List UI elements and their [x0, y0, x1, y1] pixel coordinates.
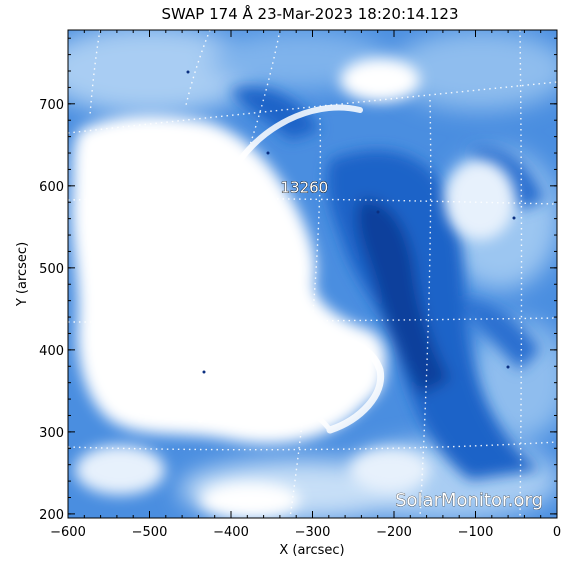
y-tick-label: 600 [39, 180, 64, 195]
dark-speckles [186, 70, 516, 374]
figure-title: SWAP 174 Å 23-Mar-2023 18:20:14.123 [162, 4, 459, 23]
x-axis: −600 −500 −400 −300 −200 −100 0 [50, 30, 561, 540]
x-tick-label: −400 [213, 525, 249, 540]
heliographic-grid [68, 30, 557, 518]
y-axis-label: Y (arcsec) [15, 242, 30, 307]
x-tick-label: −300 [295, 525, 331, 540]
y-tick-label: 400 [39, 344, 64, 359]
x-axis-label: X (arcsec) [279, 543, 344, 558]
x-tick-label: −100 [458, 525, 494, 540]
y-tick-label: 200 [39, 508, 64, 523]
y-axis: 200 300 400 500 600 700 [39, 37, 557, 523]
active-region-label: 13260 [280, 178, 328, 196]
solar-euv-image [68, 30, 557, 518]
y-tick-label: 500 [39, 262, 64, 277]
watermark: SolarMonitor.org [395, 490, 543, 511]
x-tick-label: 0 [553, 525, 561, 540]
x-tick-label: −200 [376, 525, 412, 540]
coronal-loops [197, 104, 385, 434]
y-tick-label: 300 [39, 426, 64, 441]
y-tick-label: 700 [39, 98, 64, 113]
x-tick-label: −600 [50, 525, 86, 540]
x-tick-label: −500 [132, 525, 168, 540]
